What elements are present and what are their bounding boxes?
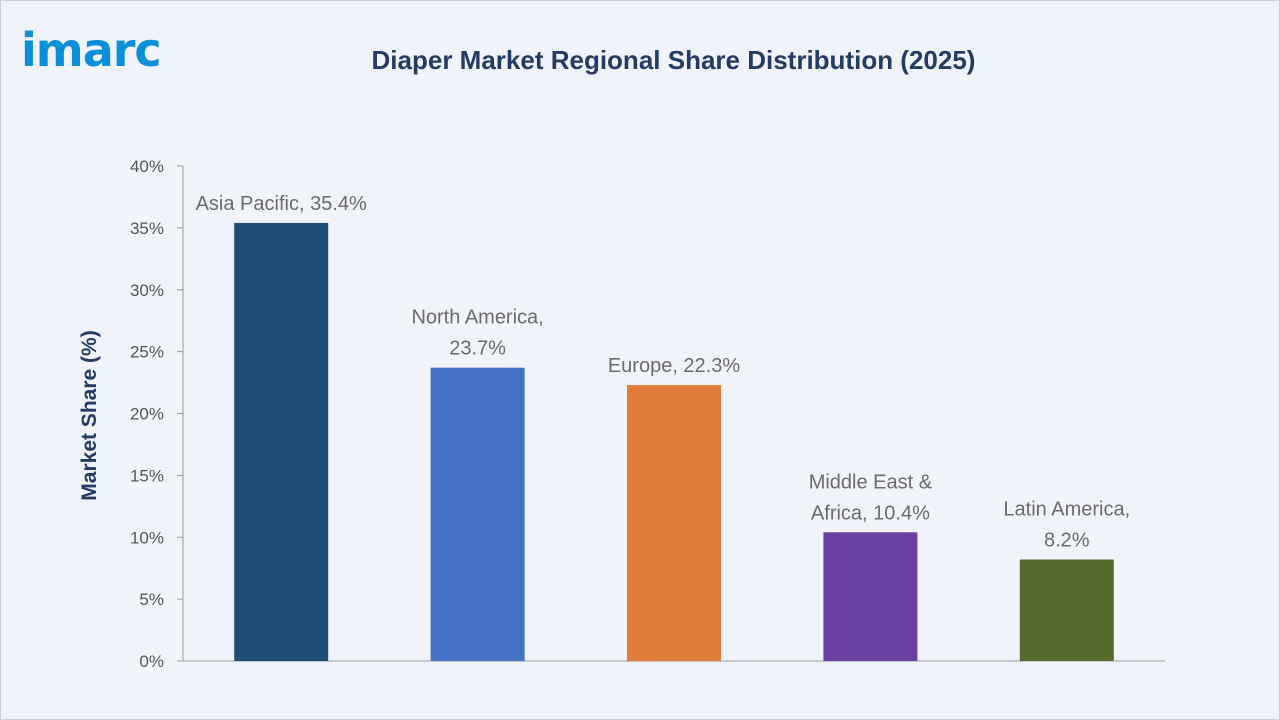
y-tick-label: 25% [130,343,164,362]
y-tick-label: 40% [130,157,164,176]
bar-latin-america [1019,559,1114,661]
data-label: Europe, 22.3% [608,355,741,377]
bar-middle-east-africa [823,532,918,661]
y-tick-label: 15% [130,466,164,485]
chart-title: Diaper Market Regional Share Distributio… [371,45,976,75]
y-tick-label: 5% [139,590,164,609]
imarc-logo: imarc [21,23,162,77]
data-labels: Asia Pacific, 35.4% North America, 23.7% Eu… [196,193,1131,552]
data-label: Middle East & Africa, 10.4% [809,471,933,524]
y-tick-label: 35% [130,219,164,238]
y-axis-title: Market Share (%) [78,330,101,500]
y-tick-label: 20% [130,405,164,424]
data-label: North America, 23.7% [411,307,543,360]
y-tick-label: 30% [130,281,164,300]
data-label: Asia Pacific, 35.4% [196,193,367,215]
y-tick-label: 10% [130,528,164,547]
bar-europe [627,385,721,661]
data-label: Latin America, 8.2% [1003,499,1130,552]
bars [234,222,1114,662]
axes: 0% 5% 10% 15% 20% 25% 30% 35% 40% [130,157,1165,671]
y-tick-label: 0% [139,652,164,671]
bar-asia-pacific [234,222,329,662]
bar-north-america [430,367,525,661]
